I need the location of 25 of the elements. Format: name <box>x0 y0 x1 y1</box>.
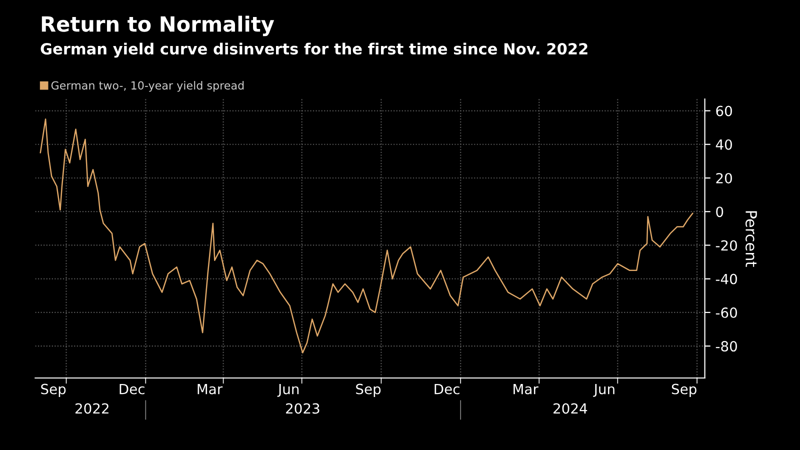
x2-tick-label: 2024 <box>554 403 588 414</box>
y-tick-label: 40 <box>716 139 732 150</box>
y-tick-label: -80 <box>716 341 737 352</box>
chart-subtitle: German yield curve disinverts for the first time since Nov. 2022 <box>40 42 588 58</box>
y-tick-label: 20 <box>716 172 732 184</box>
x-tick-label: Jun <box>277 384 299 397</box>
y-tick-label: -20 <box>716 240 737 251</box>
line-series <box>40 118 694 354</box>
y-axis-title: Percent <box>746 211 757 267</box>
chart-title: Return to Normality <box>42 16 274 36</box>
x-tick-label: Dec <box>120 384 144 394</box>
y-tick-label: 60 <box>716 106 732 116</box>
y-tick-label: -60 <box>716 307 737 318</box>
x2-tick-label: 2022 <box>75 403 108 414</box>
x-tick-label: Sep <box>41 384 66 397</box>
x2-tick-label: 2023 <box>286 403 320 414</box>
y-tick-label: -40 <box>716 274 737 284</box>
x-tick-label: Mar <box>514 384 538 394</box>
x-tick-label: Sep <box>356 384 381 397</box>
legend-label: German two-, 10-year yield spread <box>51 81 244 92</box>
x-tick-label: Sep <box>672 384 696 397</box>
y-tick-label: 0 <box>716 206 724 218</box>
x-tick-label: Jun <box>593 384 614 397</box>
x-tick-label: Dec <box>434 384 460 394</box>
x-tick-label: Mar <box>198 384 223 394</box>
